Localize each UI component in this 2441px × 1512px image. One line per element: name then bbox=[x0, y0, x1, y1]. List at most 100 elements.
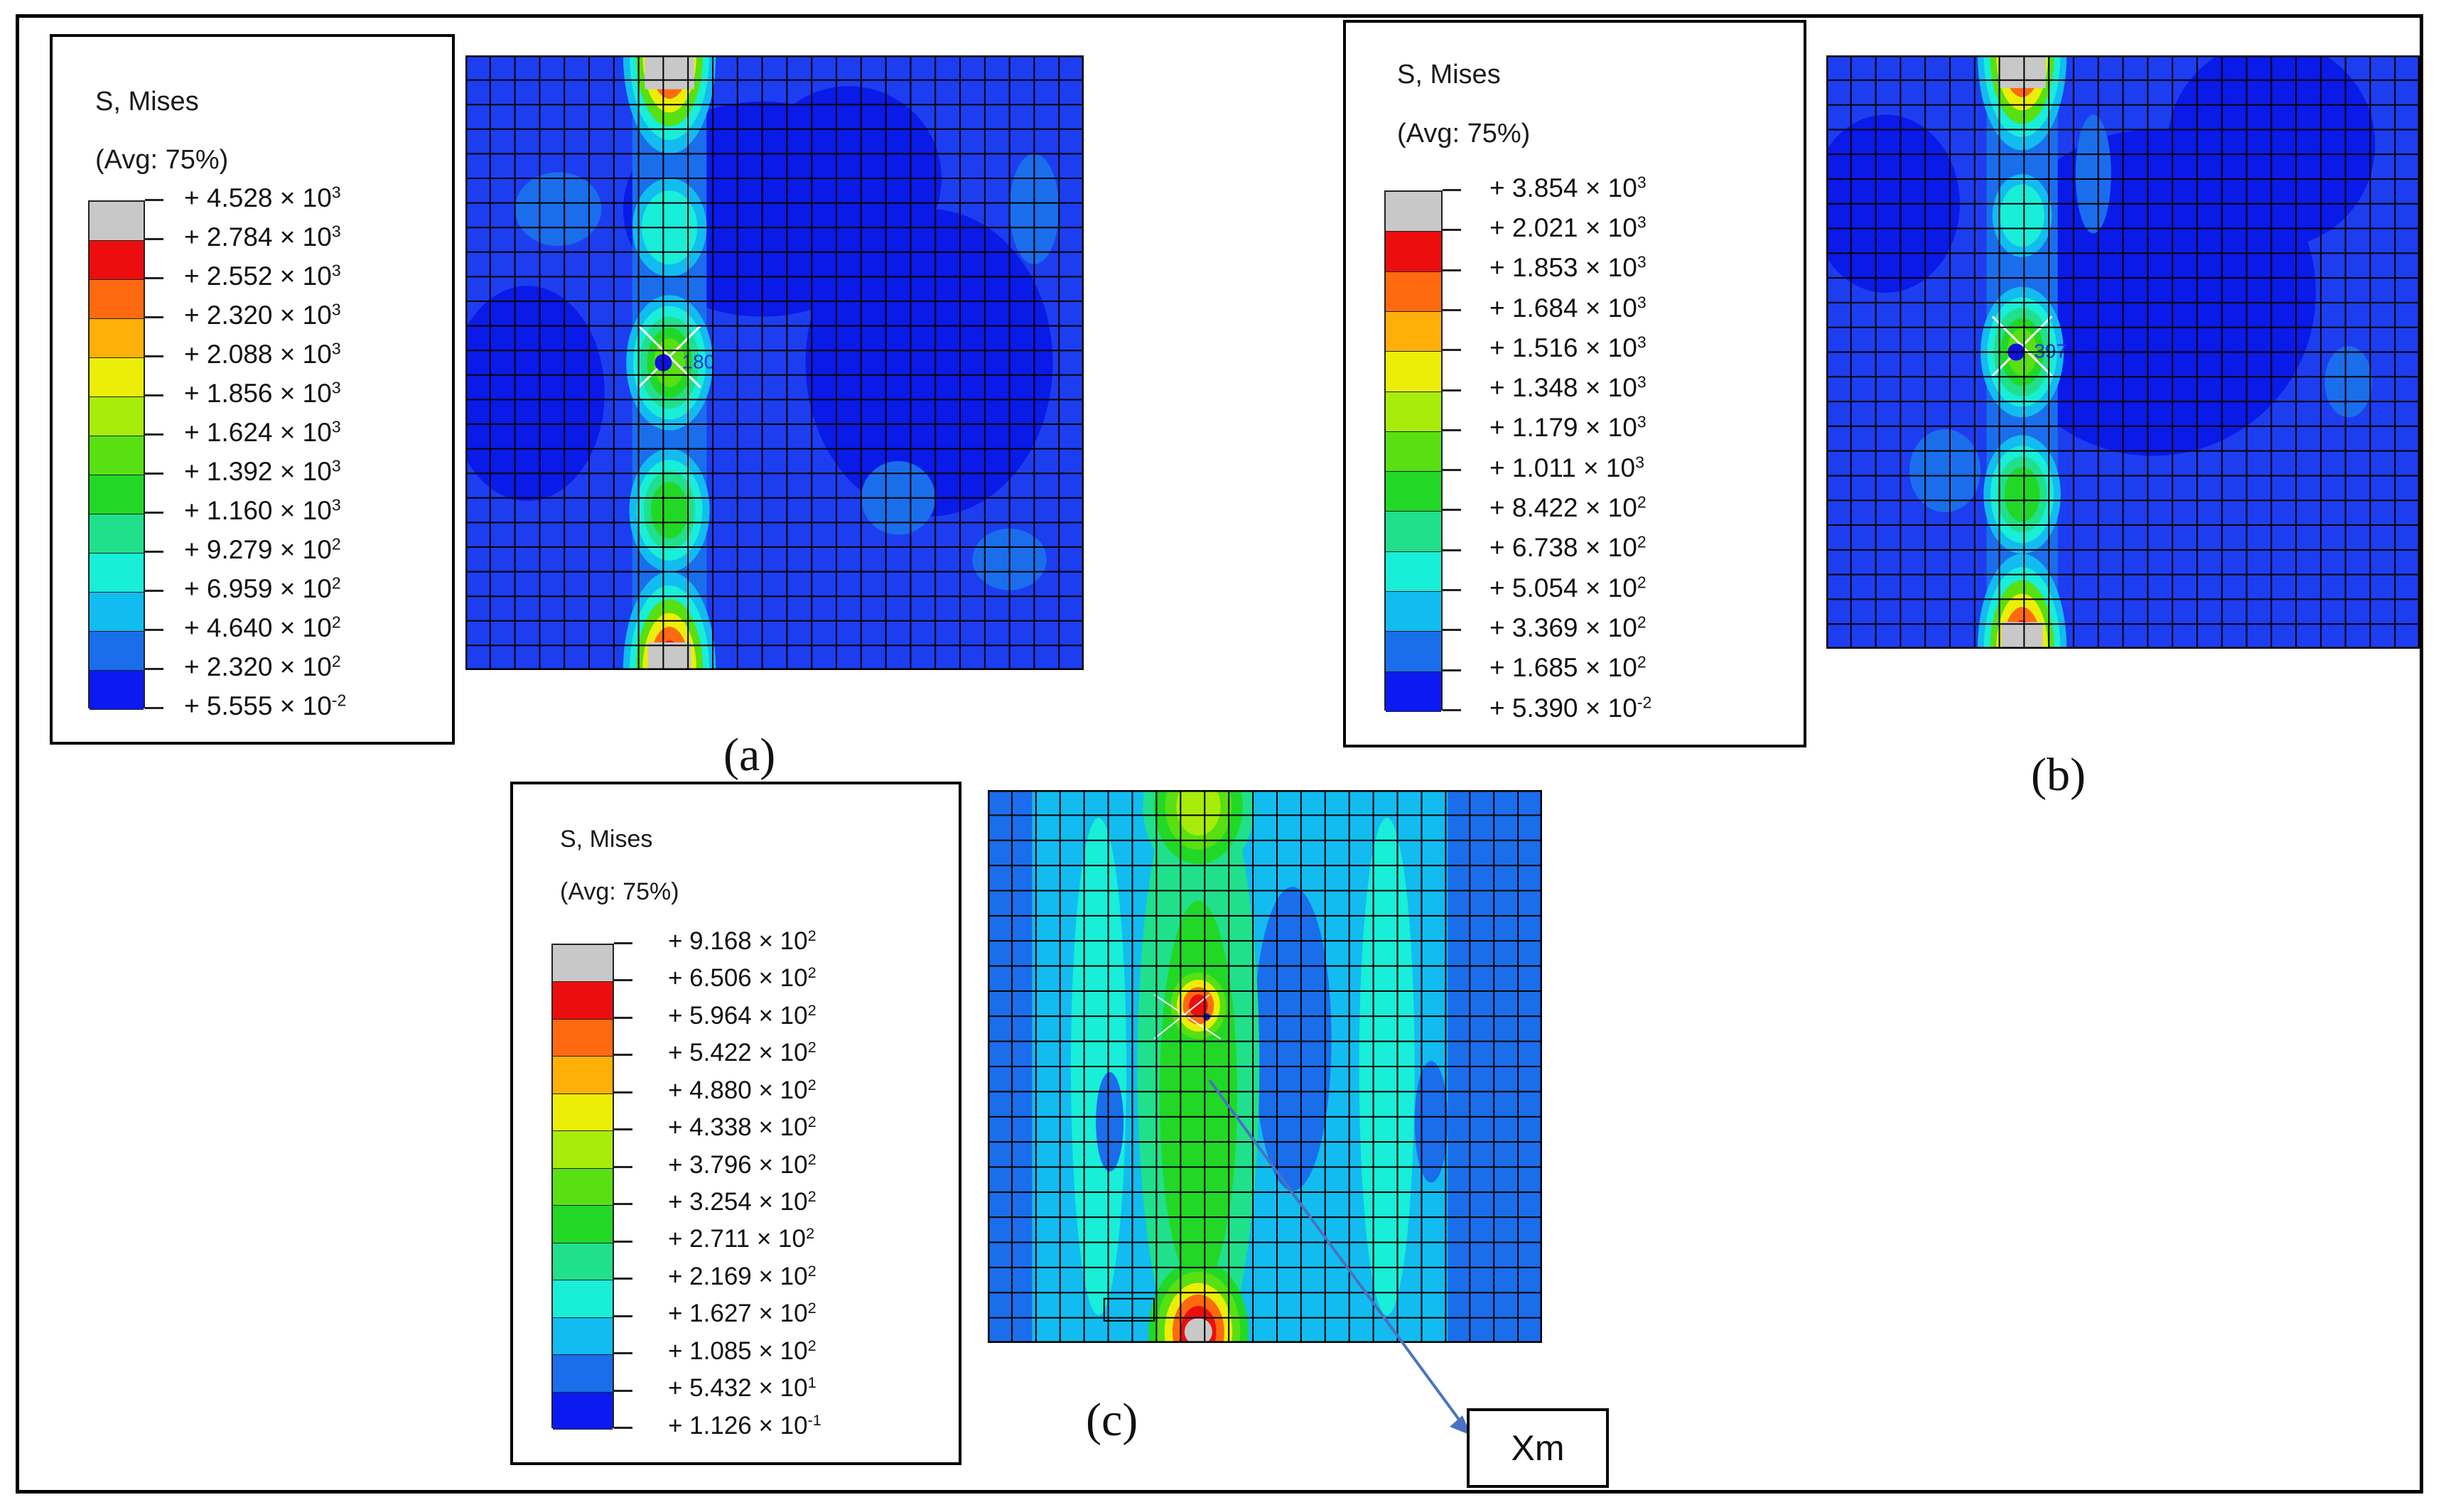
level-exponent: 2 bbox=[1637, 573, 1647, 592]
legend-level-value: + 2.320 × 102 bbox=[184, 652, 341, 681]
legend-color-band bbox=[1386, 632, 1441, 672]
legend-level-value: + 9.168 × 102 bbox=[668, 926, 817, 953]
level-mantissa: + 5.555 × 10 bbox=[184, 691, 332, 720]
legend-tick bbox=[1443, 509, 1461, 512]
level-exponent: 2 bbox=[807, 1000, 817, 1019]
level-mantissa: + 5.390 × 10 bbox=[1489, 693, 1637, 723]
legend-color-band bbox=[553, 1392, 613, 1430]
low-stress-region bbox=[805, 209, 1053, 517]
legend-tick bbox=[614, 1278, 632, 1280]
legend-title: S, Mises bbox=[560, 826, 653, 853]
stress-zone bbox=[651, 482, 689, 539]
legend-tick bbox=[614, 1427, 632, 1429]
legend-tick bbox=[145, 629, 163, 631]
legend-tick bbox=[145, 199, 163, 201]
legend-level-value: + 9.279 × 102 bbox=[184, 536, 341, 563]
legend-tick bbox=[145, 277, 163, 279]
legend-level-value: + 8.422 × 102 bbox=[1489, 494, 1647, 521]
level-exponent: -2 bbox=[1637, 693, 1652, 712]
legend-color-band bbox=[1386, 392, 1441, 432]
peak-stress-top bbox=[1998, 55, 2046, 88]
level-exponent: 3 bbox=[331, 183, 341, 202]
level-mantissa: + 1.126 × 10 bbox=[668, 1411, 808, 1440]
legend-color-band bbox=[1386, 431, 1441, 472]
legend-level-value: + 3.796 × 102 bbox=[668, 1151, 817, 1177]
legend-level-value: + 1.624 × 103 bbox=[184, 418, 341, 446]
level-mantissa: + 2.320 × 10 bbox=[184, 300, 332, 330]
color-scale bbox=[88, 200, 145, 710]
level-exponent: 3 bbox=[1637, 412, 1647, 431]
legend-level-value: + 4.528 × 103 bbox=[184, 183, 341, 211]
legend-tick bbox=[614, 1091, 632, 1094]
level-exponent: 2 bbox=[331, 534, 341, 554]
legend-level-value: + 4.640 × 102 bbox=[184, 612, 341, 642]
legend-level-value: + 2.088 × 103 bbox=[184, 340, 341, 367]
contour-svg: 180 bbox=[465, 55, 1084, 670]
mid-stress-region bbox=[1909, 429, 1981, 512]
legend-color-band bbox=[1386, 512, 1441, 552]
legend-level-value: + 1.011 × 103 bbox=[1489, 454, 1644, 481]
level-mantissa: + 1.179 × 10 bbox=[1489, 413, 1637, 443]
legend-tick bbox=[614, 942, 632, 944]
legend-level-value: + 5.390 × 10-2 bbox=[1489, 693, 1652, 723]
level-mantissa: + 4.640 × 10 bbox=[184, 612, 332, 642]
legend-tick bbox=[614, 1128, 632, 1131]
level-exponent: 2 bbox=[807, 1187, 817, 1206]
level-mantissa: + 2.784 × 10 bbox=[184, 222, 332, 252]
legend-tick bbox=[145, 433, 163, 436]
level-exponent: 2 bbox=[331, 652, 341, 671]
level-mantissa: + 4.338 × 10 bbox=[668, 1113, 808, 1142]
legend-tick bbox=[614, 1165, 632, 1168]
callout-box-xm: Xm bbox=[1467, 1408, 1609, 1488]
legend-color-band bbox=[553, 1131, 613, 1169]
legend-color-band bbox=[90, 554, 144, 593]
legend-level-value: + 3.254 × 102 bbox=[668, 1189, 817, 1214]
level-exponent: 2 bbox=[807, 926, 817, 944]
contour-svg bbox=[988, 790, 1542, 1343]
level-exponent: 2 bbox=[807, 1261, 817, 1280]
legend-tick bbox=[614, 979, 632, 982]
level-exponent: 3 bbox=[1637, 173, 1647, 192]
level-mantissa: + 1.856 × 10 bbox=[184, 378, 332, 408]
level-mantissa: + 1.853 × 10 bbox=[1489, 253, 1637, 283]
level-mantissa: + 1.627 × 10 bbox=[668, 1300, 808, 1328]
level-mantissa: + 5.964 × 10 bbox=[668, 1001, 808, 1030]
legend-level-value: + 2.021 × 103 bbox=[1489, 212, 1647, 241]
legend-color-band bbox=[90, 241, 144, 280]
probe-crosshair bbox=[637, 325, 701, 389]
legend-tick bbox=[1443, 629, 1461, 632]
level-exponent: 3 bbox=[331, 456, 341, 475]
level-mantissa: + 2.320 × 10 bbox=[184, 652, 332, 681]
legend-level-value: + 5.432 × 101 bbox=[668, 1375, 817, 1400]
level-exponent: 2 bbox=[807, 1038, 817, 1057]
level-exponent: 2 bbox=[331, 573, 341, 593]
caption-b: (b) bbox=[2031, 749, 2086, 801]
legend-avg-note: (Avg: 75%) bbox=[560, 878, 679, 905]
level-exponent: 3 bbox=[1637, 212, 1647, 232]
level-exponent: 2 bbox=[807, 1299, 817, 1317]
plot-border bbox=[465, 55, 1084, 670]
level-mantissa: + 5.422 × 10 bbox=[668, 1039, 808, 1067]
legend-tick bbox=[145, 238, 163, 240]
legend-level-value: + 2.711 × 102 bbox=[668, 1226, 814, 1251]
legend-tick bbox=[145, 394, 163, 396]
level-mantissa: + 1.348 × 10 bbox=[1489, 373, 1637, 403]
legend-level-value: + 6.506 × 102 bbox=[668, 965, 817, 990]
legend-color-band bbox=[553, 945, 613, 983]
level-exponent: -2 bbox=[331, 691, 347, 710]
legend-color-band bbox=[90, 280, 144, 319]
legend-level-value: + 1.348 × 103 bbox=[1489, 374, 1647, 401]
legend-color-band bbox=[553, 1019, 613, 1057]
legend-level-value: + 3.854 × 103 bbox=[1489, 173, 1647, 201]
legend-tick bbox=[614, 1240, 632, 1243]
legend-level-value: + 5.964 × 102 bbox=[668, 1000, 817, 1030]
legend-tick bbox=[1443, 709, 1461, 711]
legend-tick bbox=[1443, 229, 1461, 232]
legend-level-value: + 4.880 × 102 bbox=[668, 1076, 817, 1102]
plot-border bbox=[988, 790, 1542, 1343]
level-exponent: 2 bbox=[1637, 612, 1647, 632]
level-exponent: 3 bbox=[331, 300, 341, 319]
legend-color-band bbox=[553, 1355, 613, 1393]
legend-tick bbox=[1443, 589, 1461, 592]
legend-tick bbox=[145, 707, 163, 709]
